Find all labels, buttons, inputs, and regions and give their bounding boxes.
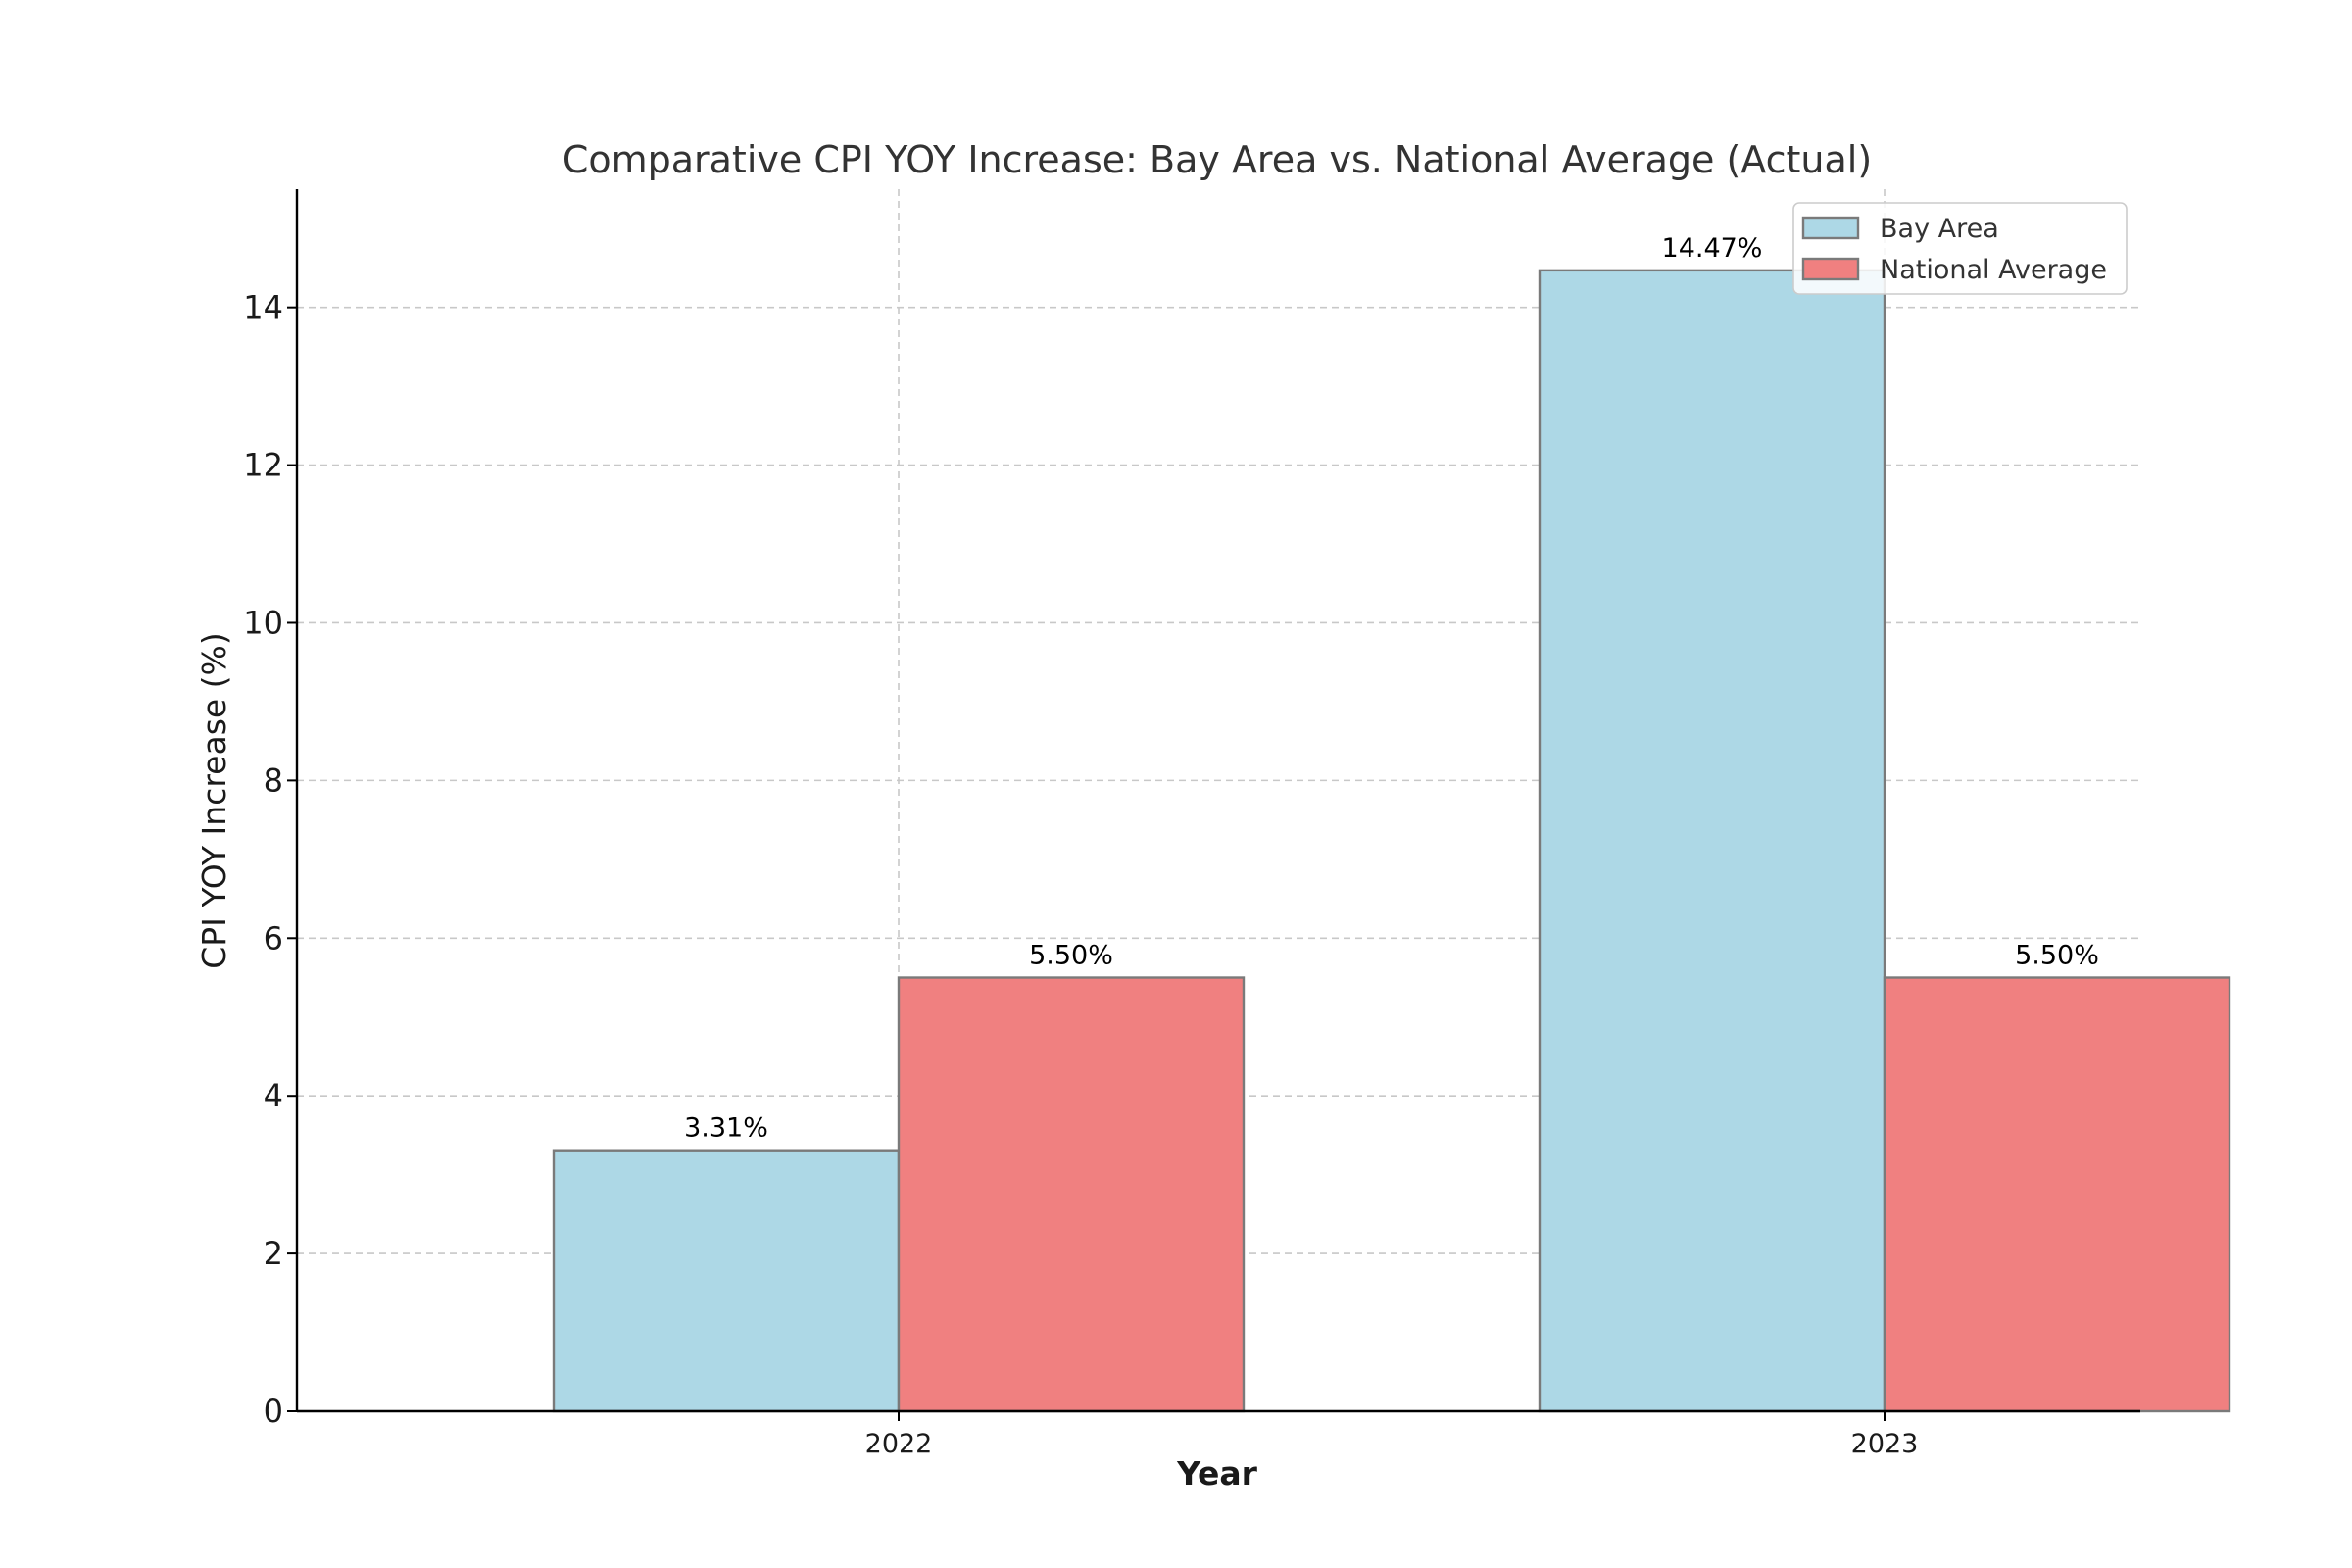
data-label-bay-area-2023: 14.47% bbox=[1662, 233, 1763, 264]
legend-label-bay-area: Bay Area bbox=[1880, 214, 1999, 244]
bar-bay-area-2022 bbox=[552, 1149, 901, 1413]
bar-national-average-2022 bbox=[897, 976, 1246, 1413]
bars-layer bbox=[552, 269, 2231, 1413]
chart-title: Comparative CPI YOY Increase: Bay Area v… bbox=[563, 138, 1872, 181]
y-tick-label: 0 bbox=[264, 1393, 283, 1430]
y-tick-label: 12 bbox=[243, 447, 283, 484]
data-label-national-average-2022: 5.50% bbox=[1029, 941, 1113, 971]
y-tick-label: 4 bbox=[264, 1077, 283, 1114]
y-tick-label: 14 bbox=[243, 289, 283, 326]
y-axis-label: CPI YOY Increase (%) bbox=[195, 632, 233, 969]
x-axis-label: Year bbox=[1176, 1454, 1258, 1493]
legend-swatch-bay-area bbox=[1801, 216, 1860, 240]
x-tick-label: 2023 bbox=[1851, 1429, 1919, 1459]
data-labels-layer: 3.31% 14.47% 5.50% 5.50% bbox=[684, 233, 2099, 1144]
axes-layer bbox=[295, 189, 2140, 1413]
y-tick-label: 10 bbox=[243, 604, 283, 641]
legend-box bbox=[1792, 202, 2128, 295]
y-tick-label: 6 bbox=[264, 919, 283, 956]
y-tick-label: 8 bbox=[264, 761, 283, 799]
legend-label-national-average: National Average bbox=[1880, 255, 2107, 285]
data-label-national-average-2023: 5.50% bbox=[2015, 941, 2099, 971]
x-tick-label: 2022 bbox=[865, 1429, 933, 1459]
bar-bay-area-2023 bbox=[1538, 269, 1886, 1413]
bar-national-average-2023 bbox=[1883, 976, 2231, 1413]
legend: Bay Area National Average bbox=[1792, 202, 2128, 295]
legend-swatch-national-average bbox=[1801, 257, 1860, 281]
data-label-bay-area-2022: 3.31% bbox=[684, 1113, 768, 1144]
y-tick-label: 2 bbox=[264, 1235, 283, 1272]
ticks-layer: 0 2 4 6 8 10 12 14 2022 2023 bbox=[243, 289, 1918, 1459]
